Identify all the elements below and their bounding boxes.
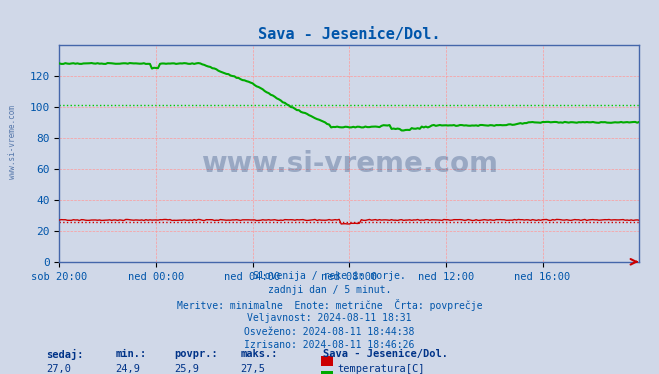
Text: Veljavnost: 2024-08-11 18:31: Veljavnost: 2024-08-11 18:31 <box>247 313 412 323</box>
Text: Slovenija / reke in morje.: Slovenija / reke in morje. <box>253 271 406 281</box>
Text: 25,9: 25,9 <box>175 364 200 374</box>
Text: temperatura[C]: temperatura[C] <box>337 364 425 374</box>
Text: sedaj:: sedaj: <box>46 349 84 359</box>
Text: 27,0: 27,0 <box>46 364 71 374</box>
Text: Sava - Jesenice/Dol.: Sava - Jesenice/Dol. <box>323 349 448 359</box>
Text: povpr.:: povpr.: <box>175 349 218 359</box>
Title: Sava - Jesenice/Dol.: Sava - Jesenice/Dol. <box>258 27 440 42</box>
Text: www.si-vreme.com: www.si-vreme.com <box>8 105 17 179</box>
Text: www.si-vreme.com: www.si-vreme.com <box>201 150 498 178</box>
Text: Meritve: minimalne  Enote: metrične  Črta: povprečje: Meritve: minimalne Enote: metrične Črta:… <box>177 299 482 311</box>
Text: maks.:: maks.: <box>241 349 278 359</box>
Text: Osveženo: 2024-08-11 18:44:38: Osveženo: 2024-08-11 18:44:38 <box>244 327 415 337</box>
Text: 27,5: 27,5 <box>241 364 266 374</box>
Text: 24,9: 24,9 <box>115 364 140 374</box>
Text: Izrisano: 2024-08-11 18:46:26: Izrisano: 2024-08-11 18:46:26 <box>244 340 415 350</box>
Text: zadnji dan / 5 minut.: zadnji dan / 5 minut. <box>268 285 391 295</box>
Text: min.:: min.: <box>115 349 146 359</box>
